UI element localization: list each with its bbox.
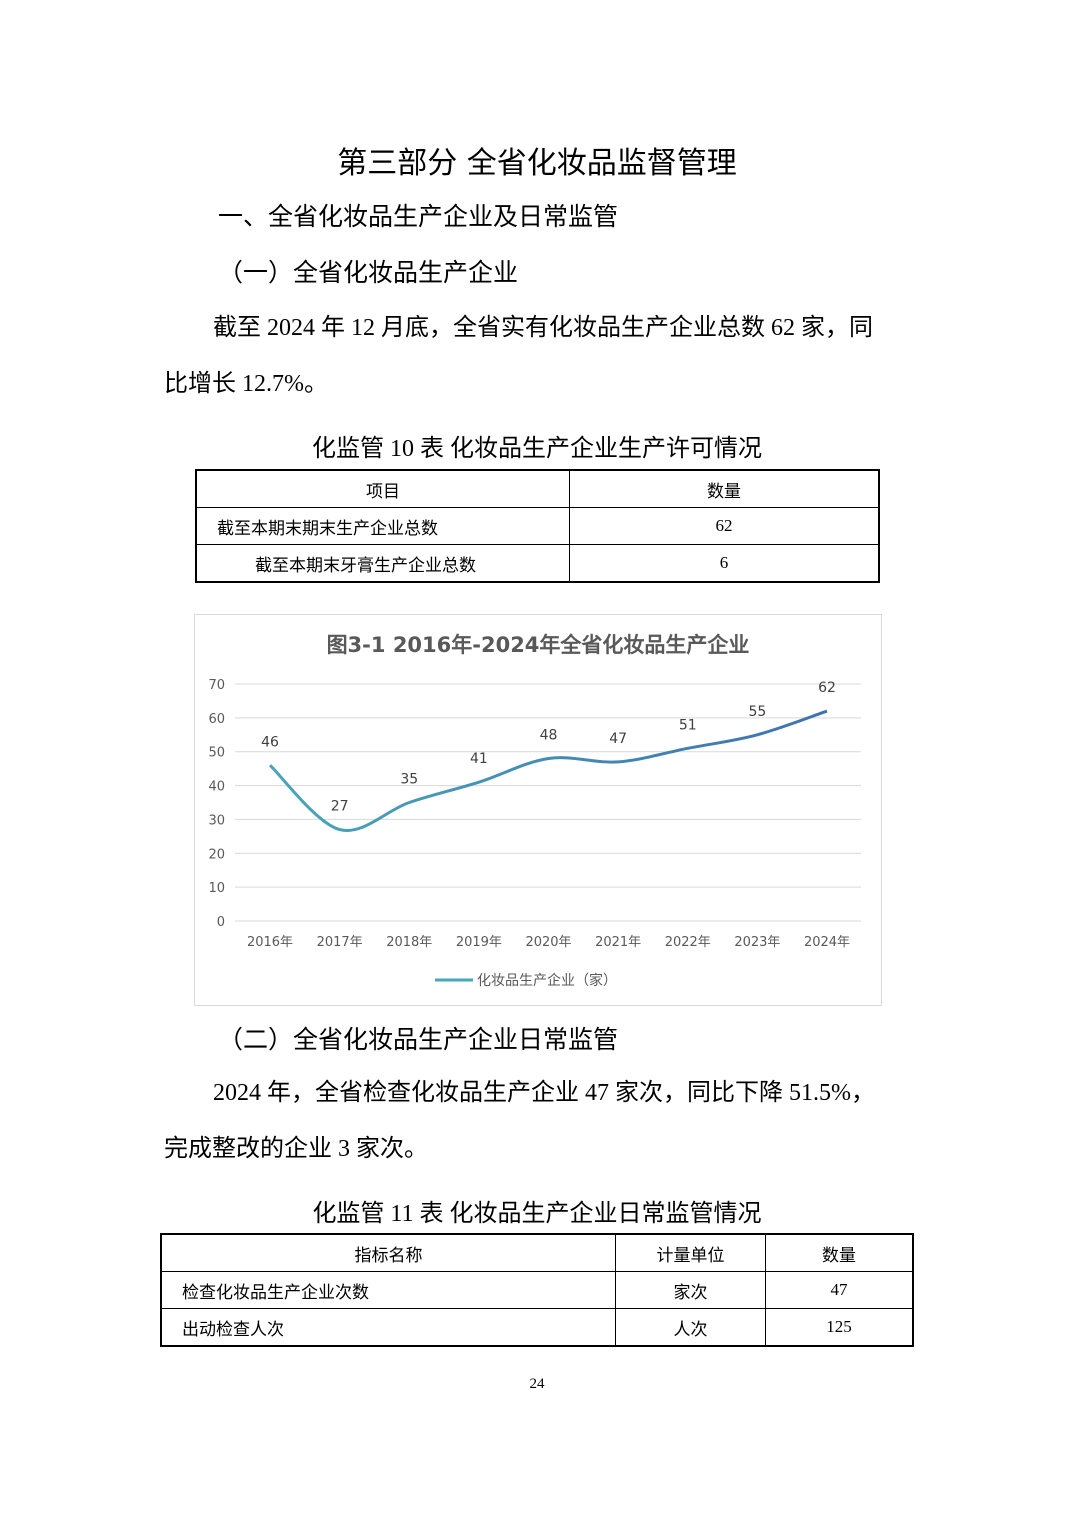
cell: 47: [765, 1271, 914, 1309]
table-row: 检查化妆品生产企业次数 家次 47: [160, 1271, 914, 1309]
line-chart: 图3-1 2016年-2024年全省化妆品生产企业 0 10 20 30 40 50 60 7…: [208, 633, 861, 989]
cell: 检查化妆品生产企业次数: [160, 1271, 616, 1309]
header-cell: 指标名称: [160, 1233, 616, 1272]
data-label: 48: [540, 727, 558, 743]
table-header-row: 指标名称 计量单位 数量: [160, 1233, 914, 1272]
data-label: 41: [470, 751, 488, 767]
inspection-table: 指标名称 计量单位 数量 检查化妆品生产企业次数 家次 47 出动检查人次 人次…: [160, 1233, 914, 1347]
x-tick-label: 2020年: [525, 935, 571, 950]
table-caption: 化监管 11 表 化妆品生产企业日常监管情况: [312, 1201, 762, 1227]
table-row: 截至本期末牙膏生产企业总数 6: [195, 544, 880, 583]
subsection-heading: （二）全省化妆品生产企业日常监管: [218, 1025, 619, 1054]
paragraph-line: 2024 年，全省检查化妆品生产企业 47 家次，同比下降 51.5%，: [213, 1080, 875, 1106]
data-label: 46: [261, 734, 279, 750]
x-tick-label: 2024年: [804, 935, 850, 950]
table-row: 出动检查人次 人次 125: [160, 1308, 914, 1347]
table-header-row: 项目 数量: [195, 469, 880, 508]
section-heading: 一、全省化妆品生产企业及日常监管: [218, 202, 619, 231]
x-tick-label: 2016年: [247, 935, 293, 950]
page-title: 第三部分 全省化妆品监督管理: [337, 146, 737, 181]
data-label: 35: [400, 772, 418, 788]
header-cell: 数量: [569, 469, 880, 508]
x-tick-label: 2023年: [734, 935, 780, 950]
cell: 125: [765, 1308, 914, 1347]
paragraph-line: 比增长 12.7%。: [164, 371, 328, 397]
table-row: 截至本期末期末生产企业总数 62: [195, 507, 880, 545]
y-tick-label: 70: [208, 678, 225, 693]
header-cell: 数量: [765, 1233, 914, 1272]
cell: 62: [569, 507, 880, 545]
y-tick-label: 0: [217, 915, 225, 930]
table-caption: 化监管 10 表 化妆品生产企业生产许可情况: [312, 436, 762, 462]
y-tick-label: 40: [208, 780, 225, 795]
permit-table: 项目 数量 截至本期末期末生产企业总数 62 截至本期末牙膏生产企业总数 6: [195, 469, 880, 583]
x-tick-label: 2018年: [386, 935, 432, 950]
data-label: 62: [818, 680, 836, 696]
cell: 6: [569, 544, 880, 583]
paragraph-line: 完成整改的企业 3 家次。: [164, 1136, 428, 1162]
series-line: [268, 709, 828, 833]
data-label: 51: [679, 717, 697, 733]
header-cell: 计量单位: [615, 1233, 766, 1272]
y-tick-label: 10: [208, 881, 225, 896]
page-number: 24: [529, 1376, 545, 1392]
chart-container: 图3-1 2016年-2024年全省化妆品生产企业 0 10 20 30 40 50 60 7…: [194, 614, 882, 1006]
cell: 截至本期末牙膏生产企业总数: [195, 544, 570, 583]
subsection-heading: （一）全省化妆品生产企业: [218, 258, 519, 287]
y-tick-label: 50: [208, 746, 225, 761]
chart-title: 图3-1 2016年-2024年全省化妆品生产企业: [327, 633, 750, 657]
cell: 截至本期末期末生产企业总数: [195, 507, 570, 545]
y-tick-label: 20: [208, 847, 225, 862]
cell: 出动检查人次: [160, 1308, 616, 1347]
x-tick-label: 2022年: [665, 935, 711, 950]
x-tick-label: 2017年: [317, 935, 363, 950]
legend: 化妆品生产企业（家）: [435, 972, 617, 989]
data-label: 55: [748, 704, 766, 720]
data-label: 27: [331, 799, 349, 815]
cell: 家次: [615, 1271, 766, 1309]
paragraph-line: 截至 2024 年 12 月底，全省实有化妆品生产企业总数 62 家，同: [213, 315, 873, 341]
cell: 人次: [615, 1308, 766, 1347]
header-cell: 项目: [195, 469, 570, 508]
x-tick-label: 2019年: [456, 935, 502, 950]
y-tick-label: 30: [208, 813, 225, 828]
y-tick-label: 60: [208, 712, 225, 727]
data-label: 47: [609, 731, 627, 747]
x-tick-label: 2021年: [595, 935, 641, 950]
legend-label: 化妆品生产企业（家）: [477, 972, 617, 989]
